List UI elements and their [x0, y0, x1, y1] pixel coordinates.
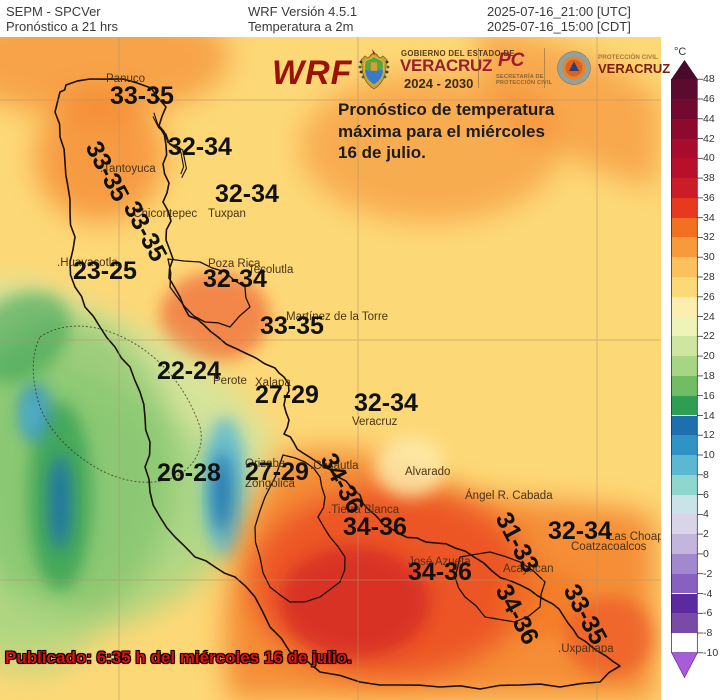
svg-text:23-25: 23-25 [73, 257, 137, 285]
svg-text:Ángel R. Cabada: Ángel R. Cabada [465, 489, 553, 502]
svg-text:34-36: 34-36 [408, 558, 472, 586]
svg-text:27-29: 27-29 [245, 458, 309, 486]
svg-text:33-35: 33-35 [110, 82, 174, 110]
svg-text:Tuxpan: Tuxpan [208, 208, 246, 220]
svg-text:26-28: 26-28 [157, 459, 221, 487]
svg-text:22-24: 22-24 [157, 357, 221, 385]
svg-text:Alvarado: Alvarado [405, 466, 450, 478]
svg-text:Las Choapas: Las Choapas [608, 531, 661, 543]
svg-text:32-34: 32-34 [354, 389, 418, 417]
svg-text:33-35: 33-35 [260, 312, 324, 340]
svg-text:34-36: 34-36 [343, 513, 407, 541]
svg-text:Veracruz: Veracruz [352, 416, 398, 428]
svg-text:32-34: 32-34 [215, 180, 279, 208]
svg-text:27-29: 27-29 [255, 381, 319, 409]
svg-text:32-34: 32-34 [203, 265, 267, 293]
svg-text:32-34: 32-34 [548, 517, 612, 545]
svg-text:32-34: 32-34 [168, 133, 232, 161]
